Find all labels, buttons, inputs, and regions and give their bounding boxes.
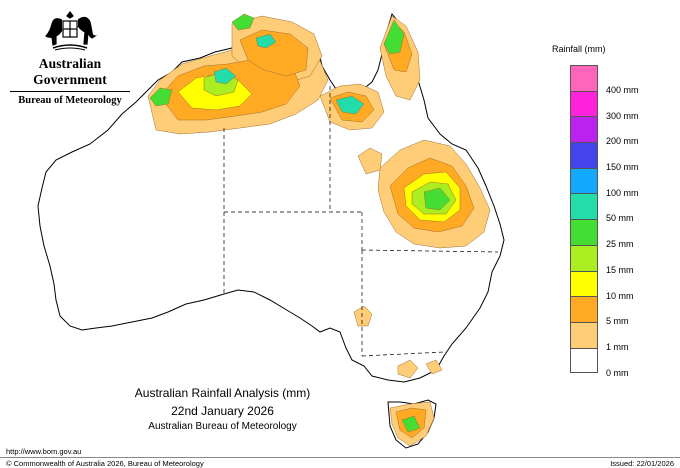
legend-label: 400 mm — [606, 85, 639, 95]
legend-label: 15 mm — [606, 264, 634, 275]
legend-swatches — [570, 65, 598, 374]
legend-swatch — [570, 116, 598, 143]
rain-topend-25mm — [231, 13, 255, 31]
government-title: Australian Government — [33, 56, 107, 87]
legend-label: 100 mm — [606, 187, 639, 198]
legend-swatch — [570, 65, 598, 91]
header-divider — [10, 91, 130, 92]
issued-date: Issued: 22/01/2026 — [610, 459, 674, 468]
copyright-text: © Commonwealth of Australia 2026, Bureau… — [6, 459, 204, 468]
legend-swatch — [570, 270, 598, 297]
legend-swatch — [570, 219, 598, 245]
legend-title: Rainfall (mm) — [552, 44, 606, 54]
coat-of-arms-icon — [45, 11, 97, 51]
legend-swatch — [570, 347, 598, 374]
rain-qld-25mm — [423, 187, 451, 211]
agency-title: Bureau of Meteorology — [18, 95, 122, 106]
rain-kimberley-50mm — [213, 67, 237, 85]
legend-label: 200 mm — [606, 136, 639, 147]
legend-label: 300 mm — [606, 110, 639, 121]
rain-vic-1mm — [397, 359, 419, 379]
legend-label: 10 mm — [606, 290, 634, 301]
legend-labels: 400 mm 300 mm 200 mm 150 mm 100 mm 50 mm 25 mm… — [606, 65, 639, 378]
legend-swatch — [570, 193, 598, 220]
legend-label: 150 mm — [606, 162, 639, 173]
legend-swatch — [570, 167, 598, 194]
footer-divider — [0, 457, 680, 458]
map-caption: Australian Rainfall Analysis (mm) 22nd J… — [110, 386, 335, 432]
legend-swatch — [570, 90, 598, 117]
legend-label: 50 mm — [606, 213, 634, 224]
legend-label: 1 mm — [606, 341, 629, 352]
caption-title: Australian Rainfall Analysis (mm) — [134, 386, 311, 400]
border-qld-nsw — [361, 249, 499, 253]
rain-vic-east-1mm — [425, 359, 443, 375]
legend-swatch — [570, 321, 598, 348]
rain-carpentaria-50mm — [335, 95, 365, 115]
legend-label: 0 mm — [606, 367, 629, 378]
legend-swatch — [570, 244, 598, 271]
rain-tas-15mm — [401, 415, 421, 433]
rain-topend-50mm — [255, 33, 277, 49]
legend-label: 5 mm — [606, 316, 629, 327]
rain-capeyork-25mm — [383, 19, 405, 55]
legend-label: 25 mm — [606, 239, 634, 250]
source-url[interactable]: http://www.bom.gov.au — [6, 447, 82, 456]
legend-swatch — [570, 142, 598, 168]
agency-header: Australian Government Bureau of Meteorol… — [8, 8, 132, 106]
caption-date: 22nd January 2026 — [171, 404, 274, 418]
legend-swatch — [570, 296, 598, 322]
rain-central-1mm — [357, 147, 383, 175]
caption-agency: Australian Bureau of Meteorology — [148, 421, 297, 432]
rain-kimberley-25mm — [149, 87, 173, 107]
